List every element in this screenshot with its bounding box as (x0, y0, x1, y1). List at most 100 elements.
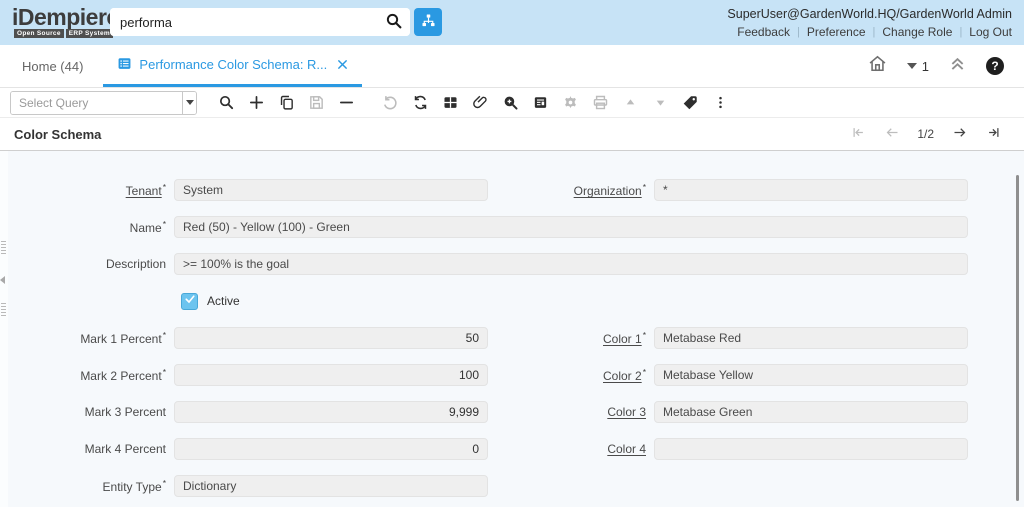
mark1-percent-label: Mark 1 Percent (80, 332, 162, 346)
top-header: iDempiere Open Source ERP System SuperUs… (0, 0, 1024, 45)
delete-record-button[interactable] (333, 90, 359, 116)
zoom-in-icon (502, 94, 519, 111)
mark4-percent-label: Mark 4 Percent (84, 442, 166, 456)
refresh-button[interactable] (407, 90, 433, 116)
menu-tree-button[interactable] (414, 8, 442, 36)
close-tab-icon[interactable] (337, 59, 348, 70)
caret-up-icon (623, 95, 638, 110)
color1-label[interactable]: Color 1 (603, 332, 642, 346)
tenant-label[interactable]: Tenant (125, 184, 162, 198)
mark2-percent-field[interactable]: 100 (174, 364, 488, 386)
tab-label: Performance Color Schema: R... (139, 57, 328, 72)
search-icon (385, 12, 403, 33)
form-panel: Tenant* System Organization* * Name* Red… (0, 151, 1024, 507)
logged-in-user: SuperUser@GardenWorld.HQ/GardenWorld Adm… (727, 7, 1012, 21)
record-zoom-button[interactable] (497, 90, 523, 116)
refresh-icon (412, 94, 429, 111)
color2-label[interactable]: Color 2 (603, 369, 642, 383)
record-info-button[interactable] (527, 90, 553, 116)
save-button[interactable] (303, 90, 329, 116)
color4-field[interactable] (654, 438, 968, 460)
undo-icon (382, 94, 399, 111)
splitter-grip[interactable] (1, 241, 6, 254)
color3-label[interactable]: Color 3 (607, 405, 646, 419)
logout-link[interactable]: Log Out (969, 25, 1012, 39)
collapse-west-icon[interactable] (0, 276, 5, 284)
journal-icon (532, 94, 549, 111)
collapse-header-icon[interactable] (948, 54, 967, 78)
undo-button[interactable] (377, 90, 403, 116)
ellipsis-vertical-icon (713, 95, 728, 110)
desktop-tab-bar: Home (44) Performance Color Schema: R... (0, 45, 1024, 88)
paperclip-icon (472, 94, 489, 111)
gear-icon (562, 94, 579, 111)
search-button[interactable] (378, 8, 410, 36)
vertical-scrollbar[interactable] (1016, 175, 1019, 501)
select-query-combobox (10, 90, 197, 115)
mark3-percent-field[interactable]: 9,999 (174, 401, 488, 423)
minus-icon (338, 94, 355, 111)
splitter-grip[interactable] (1, 303, 6, 316)
preference-link[interactable]: Preference (806, 25, 866, 39)
active-label: Active (207, 294, 240, 308)
select-query-input[interactable] (11, 91, 182, 114)
search-input[interactable] (110, 8, 378, 36)
record-navigation: 1/2 (849, 125, 1002, 143)
next-record-button[interactable] (950, 125, 968, 143)
color4-label[interactable]: Color 4 (607, 442, 646, 456)
grid-toggle-button[interactable] (437, 90, 463, 116)
breadcrumb-bar: Color Schema 1/2 (0, 118, 1024, 151)
global-search (110, 8, 410, 36)
attachment-button[interactable] (467, 90, 493, 116)
tenant-field[interactable]: System (174, 179, 488, 201)
mark4-percent-field[interactable]: 0 (174, 438, 488, 460)
tab-home[interactable]: Home (44) (22, 58, 84, 74)
parent-record-button[interactable] (617, 90, 643, 116)
change-role-link[interactable]: Change Role (882, 25, 953, 39)
color2-field[interactable]: Metabase Yellow (654, 364, 968, 386)
tab-performance-color-schema[interactable]: Performance Color Schema: R... (103, 45, 363, 87)
mark1-percent-field[interactable]: 50 (174, 327, 488, 349)
active-checkbox[interactable] (181, 292, 198, 310)
record-position: 1/2 (917, 127, 934, 141)
first-record-button[interactable] (849, 125, 867, 143)
more-actions-button[interactable] (707, 90, 733, 116)
window-toolbar (0, 88, 1024, 118)
sitemap-icon (420, 12, 437, 32)
color3-field[interactable]: Metabase Green (654, 401, 968, 423)
tag-icon (682, 94, 699, 111)
logo-title: iDempiere (12, 4, 119, 30)
copy-record-button[interactable] (273, 90, 299, 116)
window-list-icon (117, 56, 132, 74)
idempiere-logo: iDempiere Open Source ERP System (12, 5, 119, 38)
save-icon (308, 94, 325, 111)
arrow-left-icon (885, 125, 900, 143)
west-splitter[interactable] (0, 151, 8, 507)
page-title: Color Schema (14, 126, 102, 142)
name-label: Name (129, 221, 162, 235)
detail-record-button[interactable] (647, 90, 673, 116)
description-field[interactable]: >= 100% is the goal (174, 253, 968, 275)
select-query-caret[interactable] (182, 91, 196, 114)
logo-subtitle: Open Source ERP System (14, 29, 119, 38)
copy-icon (278, 94, 295, 111)
last-record-button[interactable] (984, 125, 1002, 143)
name-field[interactable]: Red (50) - Yellow (100) - Green (174, 216, 968, 238)
find-record-button[interactable] (213, 90, 239, 116)
help-icon[interactable]: ? (986, 57, 1004, 75)
organization-label[interactable]: Organization (573, 184, 642, 198)
label-button[interactable] (677, 90, 703, 116)
previous-record-button[interactable] (883, 125, 901, 143)
last-record-icon (986, 125, 1001, 143)
entity-type-field[interactable]: Dictionary (174, 475, 488, 497)
window-selector[interactable]: 1 (906, 59, 929, 74)
feedback-link[interactable]: Feedback (737, 25, 790, 39)
home-icon[interactable] (867, 53, 888, 79)
color1-field[interactable]: Metabase Red (654, 327, 968, 349)
process-button[interactable] (557, 90, 583, 116)
new-record-button[interactable] (243, 90, 269, 116)
mark3-percent-label: Mark 3 Percent (84, 405, 166, 419)
first-record-icon (851, 125, 866, 143)
print-button[interactable] (587, 90, 613, 116)
organization-field[interactable]: * (654, 179, 968, 201)
